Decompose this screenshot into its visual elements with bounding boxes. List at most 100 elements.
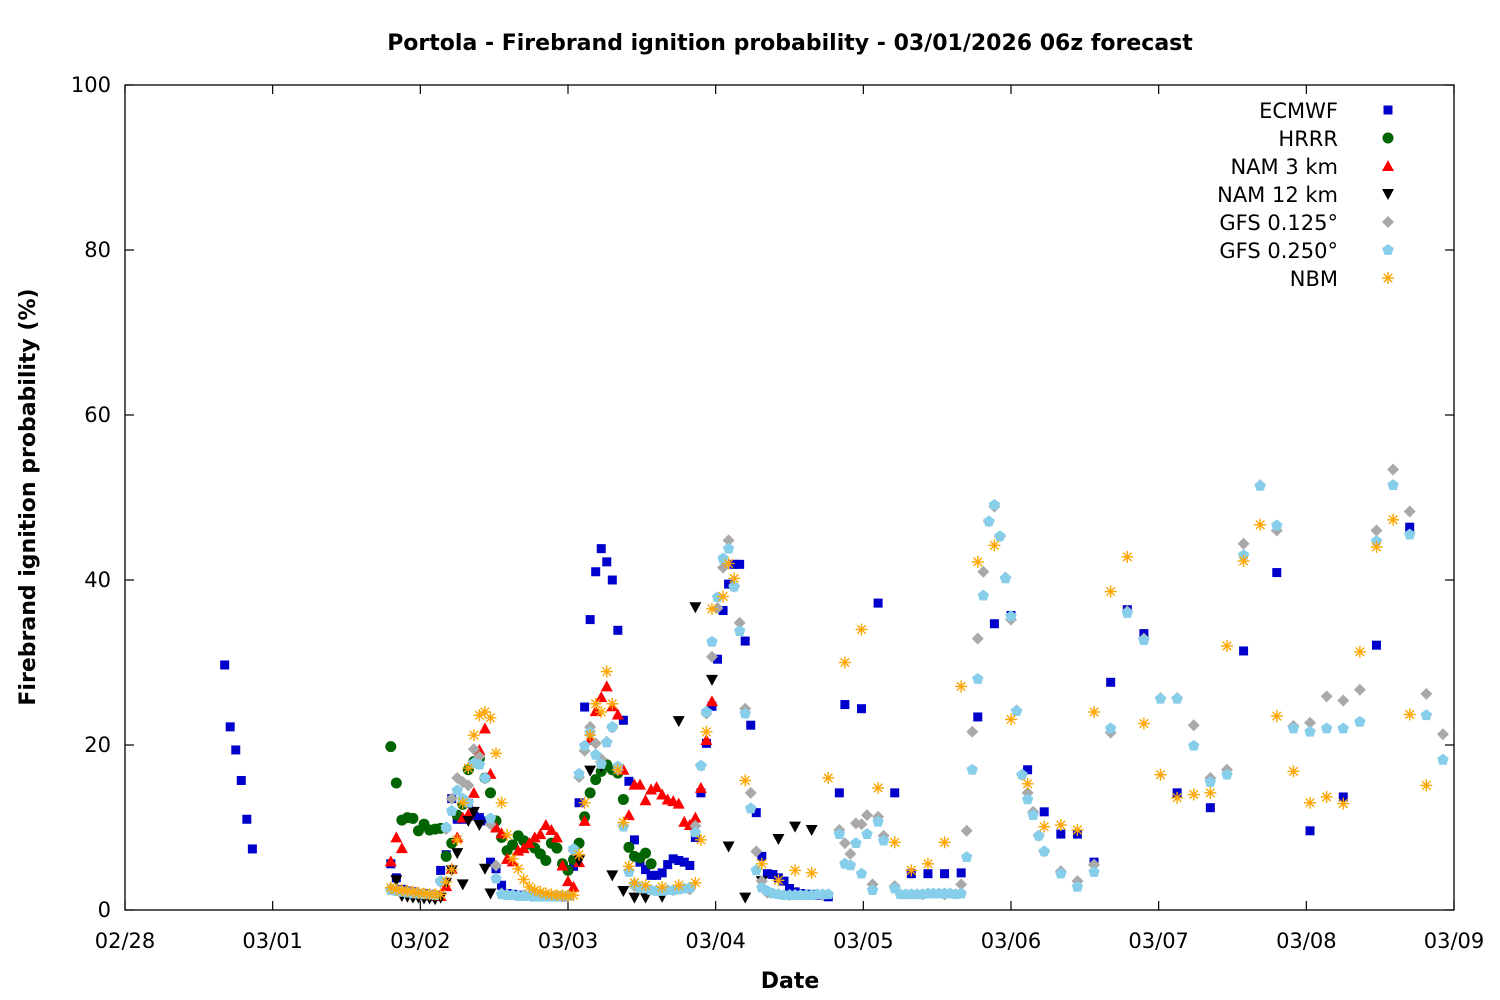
data-point (1270, 710, 1283, 723)
data-point (650, 781, 663, 793)
data-point (724, 579, 734, 589)
data-point (1154, 692, 1167, 704)
data-point (973, 712, 983, 722)
data-point (606, 697, 619, 710)
data-point (1104, 722, 1117, 734)
data-point (478, 863, 491, 875)
data-point (639, 892, 652, 904)
data-point (722, 534, 735, 547)
axis-ticks: 02/28 03/01 03/02 03/03 03/04 03/05 03/06 03/07… (71, 73, 1484, 953)
data-point (1237, 555, 1250, 568)
data-point (484, 787, 496, 799)
data-point (236, 775, 246, 785)
data-point (484, 888, 497, 900)
data-point (772, 874, 785, 887)
data-point (1387, 513, 1400, 526)
data-point (1204, 786, 1217, 799)
data-point (585, 615, 595, 625)
data-point (390, 777, 402, 789)
data-point (528, 831, 541, 843)
data-point (618, 715, 628, 725)
y-axis-label: Firebrand ignition probability (%) (16, 288, 41, 705)
data-point (855, 623, 868, 636)
data-point (1187, 719, 1200, 732)
data-point (1337, 722, 1349, 734)
data-point (445, 792, 458, 805)
data-point (785, 884, 794, 894)
data-point (484, 812, 497, 824)
data-point (977, 565, 990, 578)
data-point (607, 575, 617, 585)
legend-marker (1382, 216, 1394, 228)
data-point (578, 796, 591, 809)
data-point (247, 844, 257, 854)
data-point (672, 797, 685, 809)
data-point (850, 837, 862, 849)
data-point (750, 845, 763, 858)
data-point (628, 876, 641, 889)
data-point (1171, 692, 1183, 704)
data-point (495, 796, 508, 809)
data-point (1436, 728, 1449, 741)
data-point (573, 848, 586, 861)
data-point (440, 875, 453, 888)
data-point (971, 555, 984, 568)
data-point (1088, 866, 1100, 877)
data-point (480, 816, 490, 826)
data-point (872, 781, 885, 794)
legend-label: GFS 0.250° (1219, 239, 1338, 263)
data-point (484, 711, 497, 724)
data-point (539, 819, 552, 831)
data-point (474, 813, 484, 823)
data-point (445, 863, 458, 876)
data-point (1320, 790, 1333, 803)
data-point (1370, 524, 1383, 537)
data-point (490, 747, 503, 760)
data-point (1338, 792, 1348, 802)
data-point (1239, 646, 1249, 656)
data-point (633, 778, 646, 790)
data-point (451, 848, 464, 860)
data-point (1272, 568, 1282, 578)
data-point (722, 542, 735, 554)
data-point (938, 836, 951, 849)
legend-label: GFS 0.125° (1219, 211, 1338, 235)
data-point (462, 779, 475, 792)
series-0 (220, 522, 1415, 902)
x-tick-label: 03/08 (1276, 929, 1337, 953)
data-point (1420, 779, 1433, 792)
data-point (1187, 788, 1200, 801)
data-point (988, 498, 1001, 510)
data-point (1271, 519, 1283, 531)
data-point (1138, 634, 1150, 646)
x-tick-label: 03/01 (242, 929, 303, 953)
x-tick-label: 02/28 (95, 929, 156, 953)
data-point (578, 739, 591, 751)
data-point (600, 680, 613, 692)
data-point (728, 580, 740, 592)
data-point (1353, 683, 1366, 696)
data-point (1371, 640, 1381, 650)
data-point (705, 695, 718, 707)
data-point (685, 860, 695, 870)
data-point (497, 880, 507, 890)
data-point (1188, 739, 1200, 751)
data-point (622, 860, 635, 873)
data-point (1420, 687, 1433, 700)
data-point (613, 625, 623, 635)
data-point (706, 635, 718, 647)
x-tick-label: 03/04 (685, 929, 746, 953)
x-tick-label: 03/03 (538, 929, 599, 953)
data-point (722, 557, 735, 570)
data-point (888, 836, 901, 849)
data-point (789, 864, 802, 877)
data-point (1337, 694, 1350, 707)
data-point (569, 861, 579, 871)
data-point (873, 598, 883, 608)
x-tick-label: 03/05 (833, 929, 894, 953)
data-point (940, 869, 950, 879)
data-point (1121, 550, 1134, 563)
data-point (872, 815, 884, 827)
data-point (689, 811, 702, 823)
data-point (717, 561, 730, 574)
